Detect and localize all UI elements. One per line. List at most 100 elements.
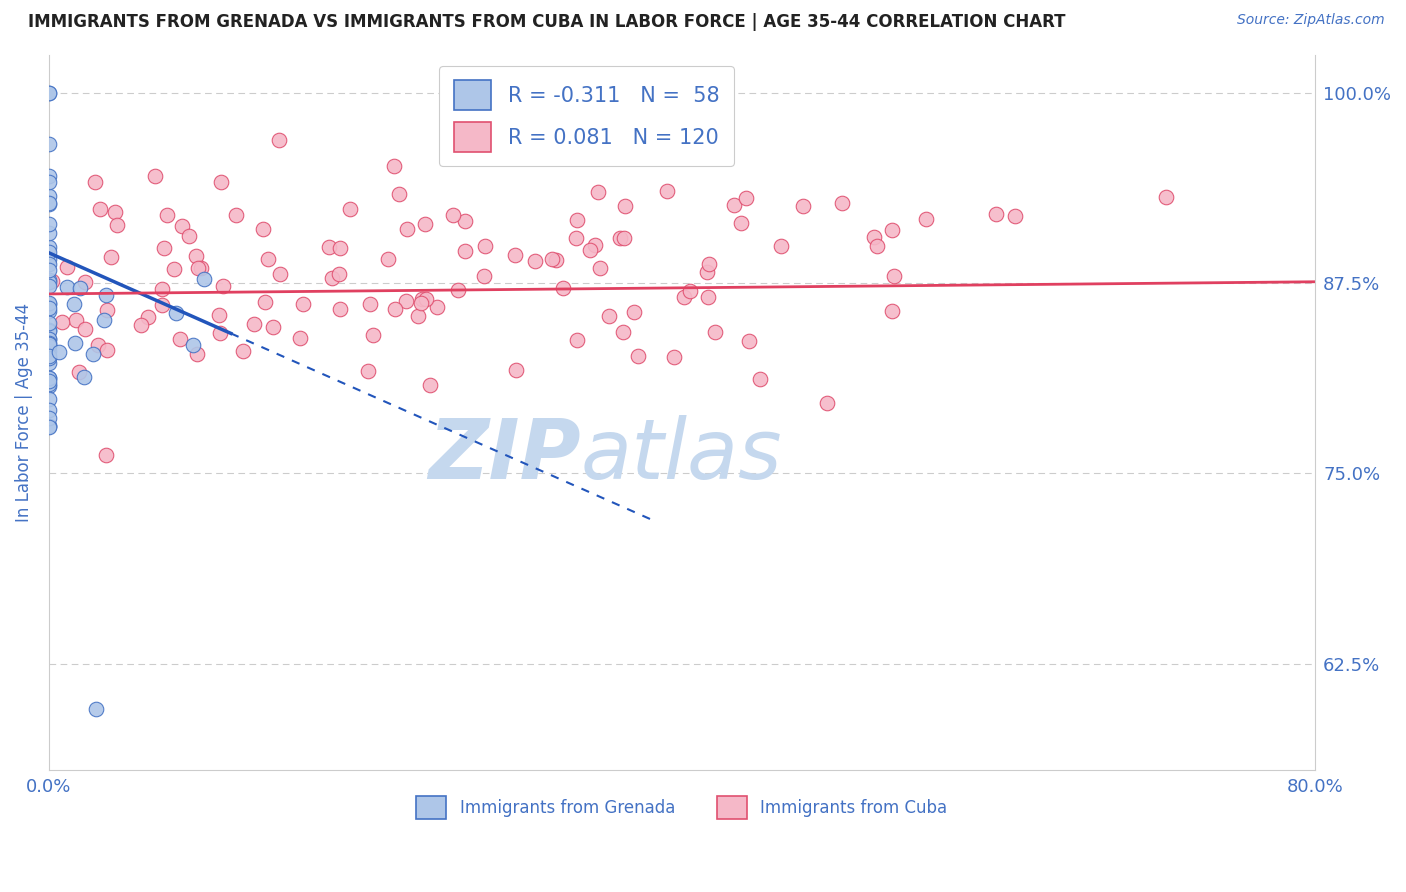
Point	[156, 208, 179, 222]
Point	[38, 324, 60, 338]
Point	[673, 290, 696, 304]
Point	[38, 419, 60, 434]
Point	[505, 363, 527, 377]
Point	[541, 252, 564, 266]
Point	[866, 239, 889, 253]
Point	[583, 238, 606, 252]
Point	[589, 260, 612, 275]
Point	[831, 196, 853, 211]
Point	[212, 279, 235, 293]
Point	[150, 298, 173, 312]
Point	[792, 199, 814, 213]
Point	[209, 326, 232, 340]
Point	[38, 419, 60, 434]
Point	[184, 249, 207, 263]
Point	[254, 295, 277, 310]
Point	[38, 351, 60, 365]
Point	[627, 349, 650, 363]
Point	[75, 322, 97, 336]
Point	[38, 86, 60, 100]
Point	[38, 188, 60, 202]
Point	[89, 202, 111, 216]
Point	[73, 370, 96, 384]
Point	[65, 336, 87, 351]
Point	[406, 310, 429, 324]
Point	[565, 333, 588, 347]
Point	[38, 252, 60, 266]
Point	[262, 320, 284, 334]
Point	[328, 267, 350, 281]
Point	[38, 344, 60, 359]
Point	[749, 372, 772, 386]
Point	[586, 186, 609, 200]
Point	[415, 292, 437, 306]
Point	[361, 328, 384, 343]
Point	[609, 230, 631, 244]
Point	[655, 184, 678, 198]
Point	[38, 217, 60, 231]
Legend: Immigrants from Grenada, Immigrants from Cuba: Immigrants from Grenada, Immigrants from…	[409, 789, 953, 826]
Point	[411, 292, 433, 306]
Point	[411, 295, 433, 310]
Point	[565, 213, 588, 227]
Point	[257, 252, 280, 266]
Point	[187, 261, 209, 276]
Point	[394, 293, 416, 308]
Point	[163, 261, 186, 276]
Point	[38, 301, 60, 316]
Point	[914, 212, 936, 227]
Point	[67, 365, 90, 379]
Point	[73, 275, 96, 289]
Point	[882, 223, 904, 237]
Point	[613, 231, 636, 245]
Point	[51, 315, 73, 329]
Point	[38, 323, 60, 337]
Point	[339, 202, 361, 217]
Point	[267, 133, 290, 147]
Point	[143, 169, 166, 184]
Point	[38, 304, 60, 318]
Point	[38, 370, 60, 384]
Point	[551, 281, 574, 295]
Text: atlas: atlas	[581, 415, 782, 496]
Point	[883, 269, 905, 284]
Point	[38, 403, 60, 417]
Point	[93, 313, 115, 327]
Point	[38, 226, 60, 240]
Point	[38, 411, 60, 425]
Point	[86, 702, 108, 716]
Point	[105, 218, 128, 232]
Point	[770, 239, 793, 253]
Point	[503, 248, 526, 262]
Point	[94, 449, 117, 463]
Point	[734, 191, 756, 205]
Point	[679, 284, 702, 298]
Point	[419, 377, 441, 392]
Point	[697, 257, 720, 271]
Point	[38, 317, 60, 331]
Text: ZIP: ZIP	[427, 415, 581, 496]
Point	[87, 338, 110, 352]
Point	[38, 257, 60, 271]
Point	[38, 377, 60, 392]
Point	[186, 347, 208, 361]
Point	[38, 378, 60, 392]
Point	[38, 297, 60, 311]
Point	[38, 355, 60, 369]
Point	[863, 230, 886, 244]
Point	[697, 290, 720, 304]
Point	[38, 278, 60, 293]
Point	[65, 313, 87, 327]
Point	[38, 86, 60, 100]
Point	[48, 344, 70, 359]
Point	[38, 272, 60, 286]
Point	[696, 265, 718, 279]
Point	[454, 213, 477, 227]
Point	[82, 347, 104, 361]
Point	[83, 175, 105, 189]
Point	[225, 209, 247, 223]
Point	[38, 418, 60, 433]
Point	[474, 239, 496, 253]
Point	[359, 296, 381, 310]
Point	[170, 219, 193, 233]
